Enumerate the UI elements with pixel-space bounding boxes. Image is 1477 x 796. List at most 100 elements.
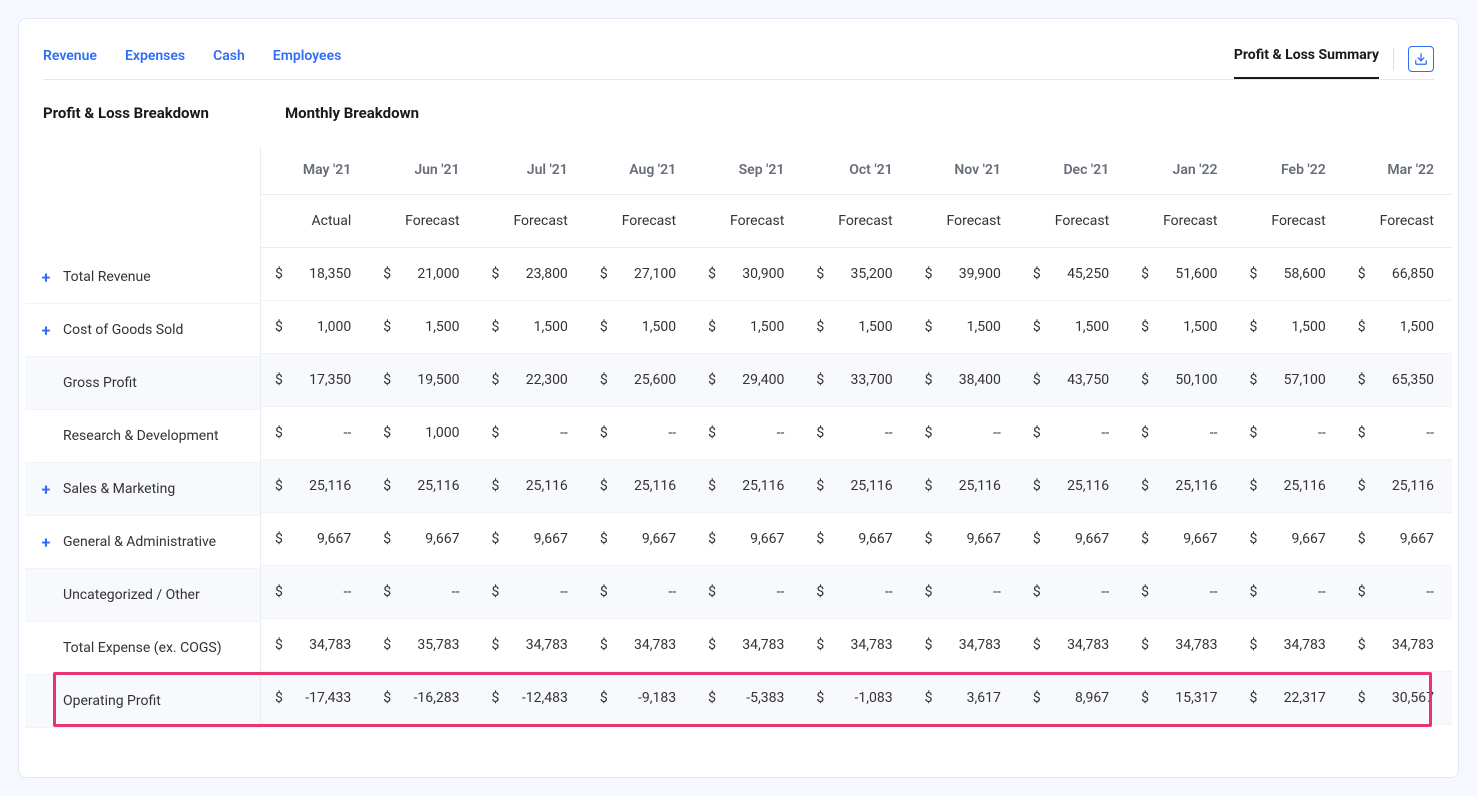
value-cell: $1,500 (1019, 301, 1127, 353)
value-cell: $35,200 (802, 248, 910, 300)
value-cell: $25,116 (802, 460, 910, 512)
value-cell: $15,317 (1127, 672, 1235, 724)
row-values: $17,350$19,500$22,300$25,600$29,400$33,7… (261, 354, 1452, 407)
value-cell: $-- (1235, 407, 1343, 459)
row-values: $34,783$35,783$34,783$34,783$34,783$34,7… (261, 619, 1452, 672)
value-cell: $34,783 (1344, 619, 1452, 671)
value-cell: $-- (1235, 566, 1343, 618)
value-cell: $9,667 (911, 513, 1019, 565)
value-cell: $-- (1019, 566, 1127, 618)
value-cell: $-- (1127, 407, 1235, 459)
row-label[interactable]: + Sales & Marketing (25, 463, 260, 516)
value-cell: $-- (694, 566, 802, 618)
month-header-cell: Nov '21 (911, 146, 1019, 194)
row-label[interactable]: +Cost of Goods Sold (25, 304, 260, 357)
table: + Total Revenue +Cost of Goods Sold Gross P… (19, 146, 1458, 728)
row-label: Gross Profit (25, 357, 260, 410)
value-cell: $22,317 (1235, 672, 1343, 724)
value-cell: $25,116 (694, 460, 802, 512)
value-cell: $34,783 (802, 619, 910, 671)
primary-tabs: Revenue Expenses Cash Employees (43, 40, 341, 78)
value-cell: $9,667 (1235, 513, 1343, 565)
value-cell: $-- (478, 566, 586, 618)
data-grid: May '21Jun '21Jul '21Aug '21Sep '21Oct '… (261, 146, 1452, 728)
value-cell: $34,783 (1019, 619, 1127, 671)
value-cell: $-16,283 (369, 672, 477, 724)
value-cell: $1,500 (478, 301, 586, 353)
value-cell: $21,000 (369, 248, 477, 300)
section-headers: Profit & Loss Breakdown Monthly Breakdow… (19, 80, 1458, 146)
value-cell: $1,500 (802, 301, 910, 353)
type-header-cell: Forecast (1235, 195, 1343, 247)
tab-revenue[interactable]: Revenue (43, 40, 97, 78)
value-cell: $66,850 (1344, 248, 1452, 300)
value-cell: $-- (586, 566, 694, 618)
row-values: $18,350$21,000$23,800$27,100$30,900$35,2… (261, 248, 1452, 301)
value-cell: $30,567 (1344, 672, 1452, 724)
value-cell: $-- (1344, 407, 1452, 459)
value-cell: $34,783 (261, 619, 369, 671)
row-label-text: Total Revenue (63, 269, 151, 285)
value-cell: $1,500 (694, 301, 802, 353)
value-cell: $-5,383 (694, 672, 802, 724)
value-cell: $34,783 (1127, 619, 1235, 671)
row-label-text: Sales & Marketing (63, 481, 175, 497)
value-cell: $45,250 (1019, 248, 1127, 300)
value-cell: $34,783 (911, 619, 1019, 671)
value-cell: $22,300 (478, 354, 586, 406)
type-header-cell: Forecast (586, 195, 694, 247)
plus-icon[interactable]: + (39, 321, 53, 340)
value-cell: $9,667 (1127, 513, 1235, 565)
value-cell: $-- (1019, 407, 1127, 459)
row-label[interactable]: + Total Revenue (25, 251, 260, 304)
value-cell: $9,667 (802, 513, 910, 565)
value-cell: $-- (369, 566, 477, 618)
label-column: + Total Revenue +Cost of Goods Sold Gross P… (25, 146, 261, 728)
row-label: Total Expense (ex. COGS) (25, 622, 260, 675)
value-cell: $25,116 (261, 460, 369, 512)
row-label[interactable]: +General & Administrative (25, 516, 260, 569)
value-cell: $27,100 (586, 248, 694, 300)
value-cell: $25,116 (1127, 460, 1235, 512)
value-cell: $1,500 (1344, 301, 1452, 353)
divider-vertical (1393, 48, 1394, 70)
month-header-cell: Jul '21 (478, 146, 586, 194)
value-cell: $38,400 (911, 354, 1019, 406)
month-header-cell: May '21 (261, 146, 369, 194)
plus-icon[interactable]: + (39, 268, 53, 287)
topbar: Revenue Expenses Cash Employees Profit & Lo… (19, 19, 1458, 79)
row-label-text: Operating Profit (63, 693, 161, 709)
value-cell: $1,500 (369, 301, 477, 353)
download-button[interactable] (1408, 46, 1434, 72)
report-card: Revenue Expenses Cash Employees Profit & Lo… (18, 18, 1459, 778)
month-header-cell: Jun '21 (369, 146, 477, 194)
value-cell: $25,116 (478, 460, 586, 512)
value-cell: $3,617 (911, 672, 1019, 724)
type-header-cell: Actual (261, 195, 369, 247)
value-cell: $1,000 (261, 301, 369, 353)
value-cell: $-- (478, 407, 586, 459)
left-section-title: Profit & Loss Breakdown (43, 104, 261, 122)
row-label: Uncategorized / Other (25, 569, 260, 622)
value-cell: $34,783 (478, 619, 586, 671)
plus-icon[interactable]: + (39, 480, 53, 499)
month-header-cell: Sep '21 (694, 146, 802, 194)
tab-employees[interactable]: Employees (273, 40, 342, 78)
value-cell: $9,667 (261, 513, 369, 565)
value-cell: $-- (1127, 566, 1235, 618)
summary-tab[interactable]: Profit & Loss Summary (1234, 39, 1379, 79)
month-header-cell: Oct '21 (802, 146, 910, 194)
value-cell: $9,667 (1019, 513, 1127, 565)
row-values: $--$1,000$--$--$--$--$--$--$--$--$-- (261, 407, 1452, 460)
value-cell: $57,100 (1235, 354, 1343, 406)
month-header-cell: Dec '21 (1019, 146, 1127, 194)
plus-icon[interactable]: + (39, 533, 53, 552)
value-cell: $25,600 (586, 354, 694, 406)
value-cell: $-- (586, 407, 694, 459)
row-label-text: Total Expense (ex. COGS) (63, 640, 222, 656)
value-cell: $-- (261, 407, 369, 459)
row-label-text: Gross Profit (63, 375, 137, 391)
value-cell: $33,700 (802, 354, 910, 406)
tab-cash[interactable]: Cash (213, 40, 245, 78)
tab-expenses[interactable]: Expenses (125, 40, 185, 78)
